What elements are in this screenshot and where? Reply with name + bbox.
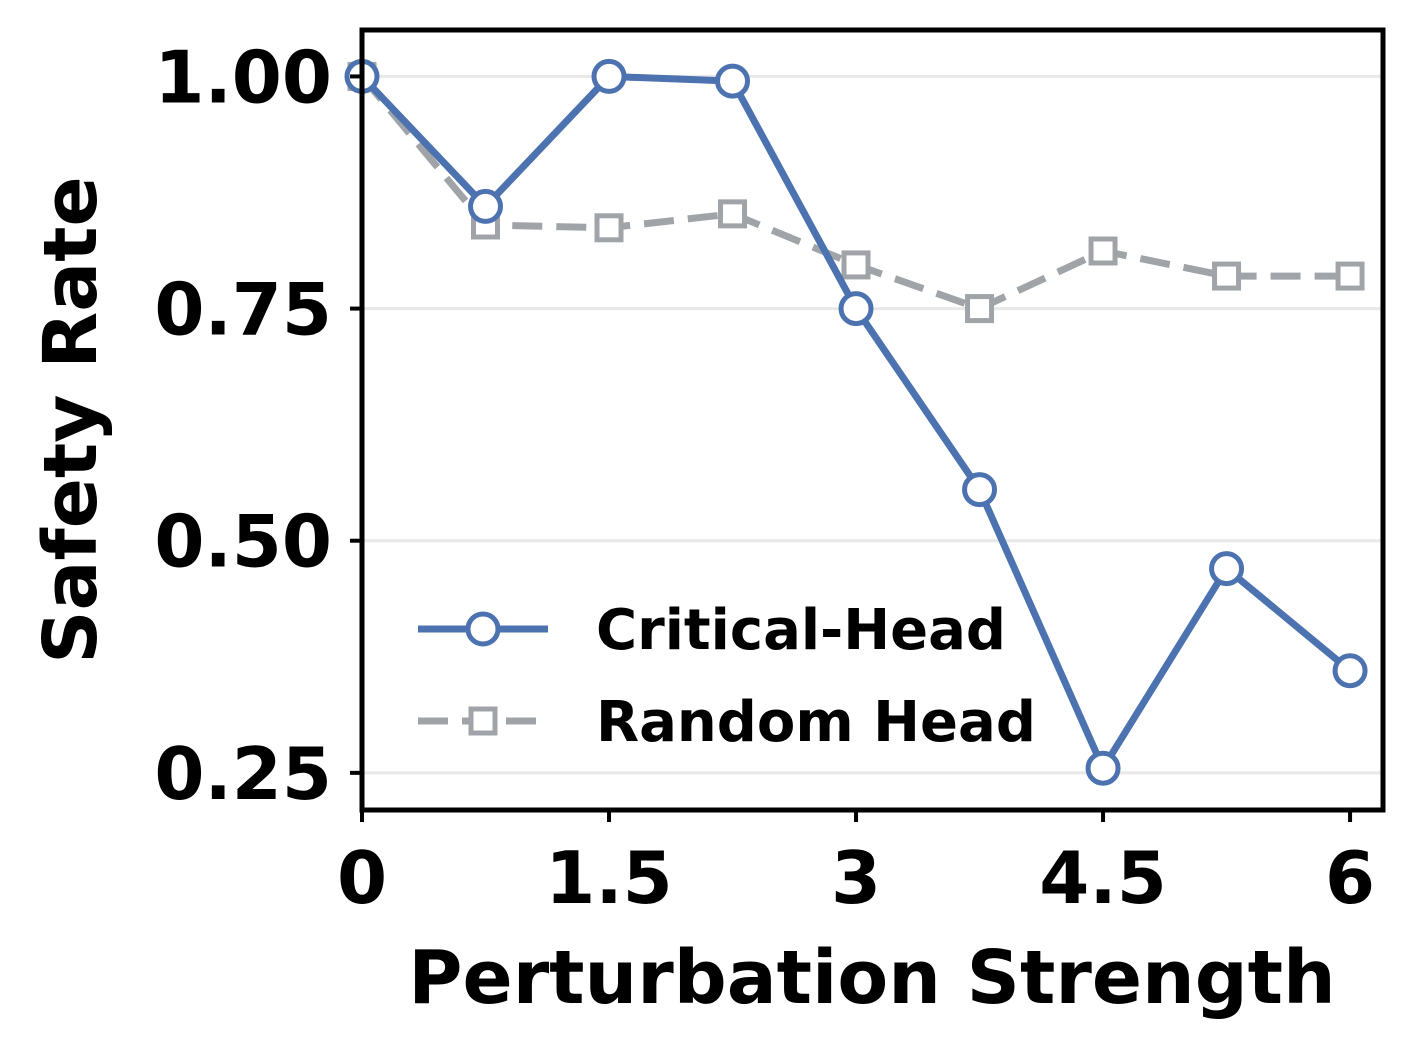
data-point-critical-head: [1085, 750, 1121, 786]
x-axis-title: Perturbation Strength: [408, 935, 1335, 1021]
y-tick-label: 0.75: [154, 268, 332, 352]
legend: Critical-Head Random Head: [418, 598, 1036, 755]
data-point-random-head: [965, 294, 995, 324]
data-point-critical-head: [468, 188, 504, 224]
axis-ticks: 0.25 0.50 0.75 1.00 0 1.5 3 4.5 6: [154, 35, 1375, 920]
series-layer: [344, 58, 1368, 786]
data-point-critical-head: [715, 63, 751, 99]
data-point-random-head: [594, 213, 624, 243]
y-axis-title: Safety Rate: [28, 176, 114, 663]
x-tick-label: 3: [831, 836, 881, 920]
x-tick-label: 0: [337, 836, 387, 920]
legend-label: Random Head: [596, 690, 1036, 755]
x-tick-label: 6: [1325, 836, 1375, 920]
plot-frame: [359, 27, 1386, 813]
data-point-critical-head: [591, 58, 627, 94]
data-point-random-head: [718, 199, 748, 229]
data-point-random-head: [1335, 261, 1365, 291]
series-line-critical-head: [359, 72, 1353, 772]
data-point-critical-head: [962, 472, 998, 508]
y-tick-label: 0.25: [154, 732, 332, 816]
x-tick-label: 1.5: [545, 836, 673, 920]
data-point-random-head: [1088, 236, 1118, 266]
x-tick-label: 4.5: [1039, 836, 1167, 920]
data-point-random-head: [841, 250, 871, 280]
grid-lines: [362, 74, 1383, 775]
legend-label: Critical-Head: [596, 598, 1006, 663]
data-point-critical-head: [1332, 653, 1368, 689]
data-point-random-head: [1212, 261, 1242, 291]
legend-marker: [468, 706, 498, 736]
data-point-critical-head: [1209, 551, 1245, 587]
y-tick-label: 0.50: [154, 500, 332, 584]
legend-marker: [465, 611, 501, 647]
y-tick-label: 1.00: [154, 35, 332, 119]
data-point-critical-head: [838, 291, 874, 327]
